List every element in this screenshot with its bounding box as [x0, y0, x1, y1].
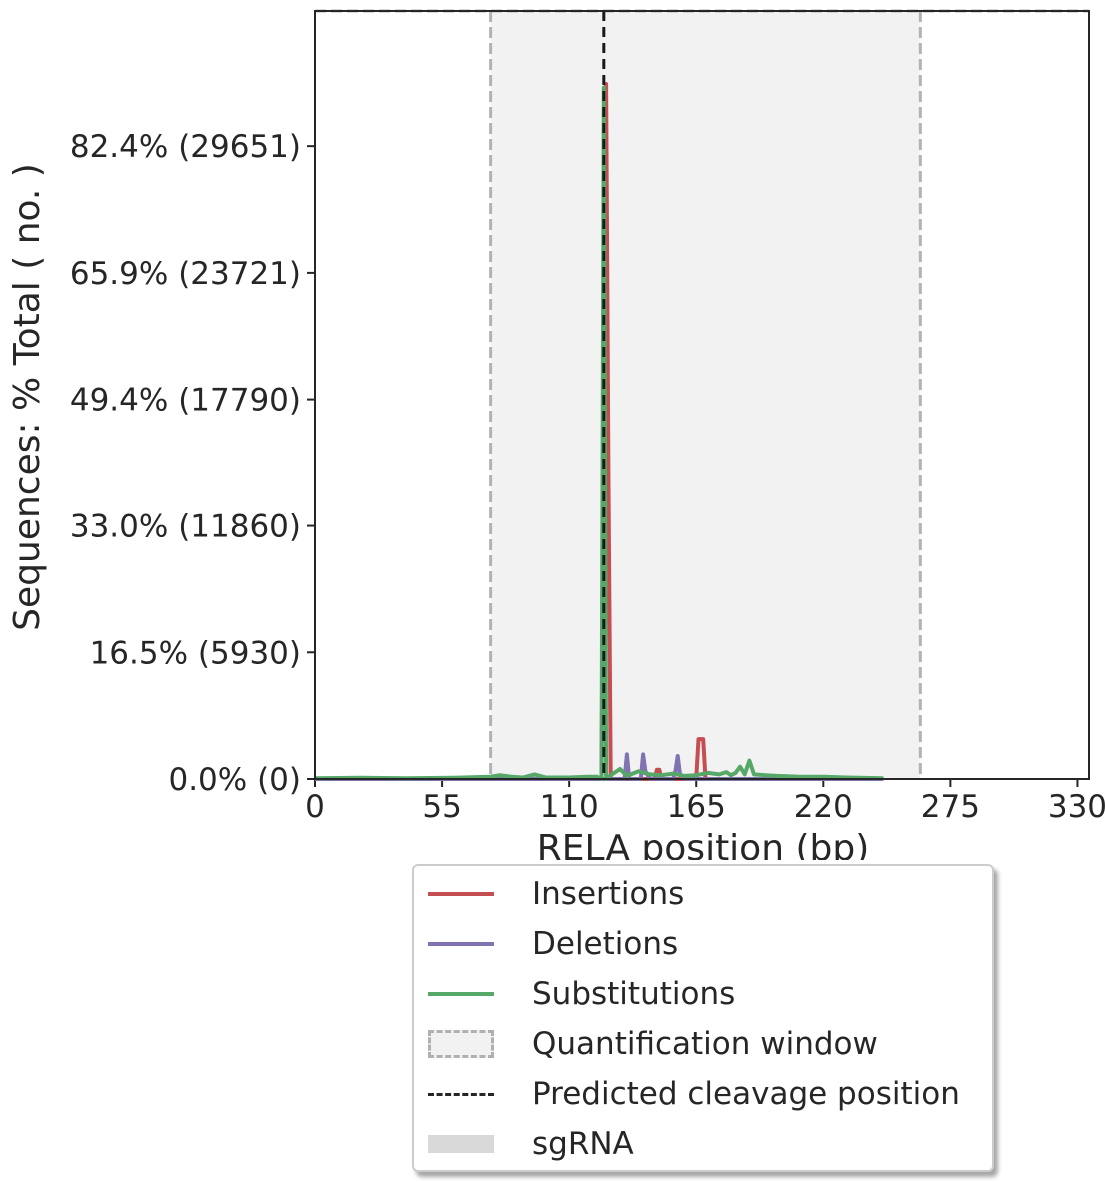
x-tick-label: 330	[1048, 789, 1105, 825]
legend-swatch	[426, 1124, 496, 1164]
y-tick-label: 16.5% (5930)	[90, 635, 301, 671]
x-tick-label: 275	[921, 789, 980, 825]
legend-label: Deletions	[532, 926, 679, 962]
legend-swatch	[426, 924, 496, 964]
x-tick-label: 220	[794, 789, 853, 825]
legend-item: sgRNA	[426, 1124, 634, 1164]
legend-label: Insertions	[532, 876, 685, 912]
legend: Insertions Deletions Substitutions Quantifi…	[412, 864, 994, 1172]
legend-item: Predicted cleavage position	[426, 1074, 960, 1114]
legend-item: Quantification window	[426, 1024, 878, 1064]
legend-label: Quantification window	[532, 1026, 878, 1062]
plot-frame	[314, 10, 1090, 780]
x-tick-label: 165	[667, 789, 726, 825]
plot-area	[315, 9, 1089, 779]
y-tick-label: 65.9% (23721)	[70, 256, 301, 292]
legend-item: Insertions	[426, 874, 684, 914]
y-axis-label: Sequences: % Total ( no. )	[7, 163, 48, 631]
legend-swatch	[426, 1074, 496, 1114]
legend-swatch	[426, 974, 496, 1014]
x-tick-label: 0	[305, 789, 325, 825]
y-tick-label: 33.0% (11860)	[70, 509, 301, 545]
x-axis-label: RELA position (bp)	[537, 828, 870, 860]
chart: 0 55 110 165 220 275 330 0.0% (0) 16.5% (5930) 3…	[7, 9, 1105, 860]
legend-label: Predicted cleavage position	[532, 1076, 960, 1112]
y-axis: 0.0% (0) 16.5% (5930) 33.0% (11860) 49.4% (…	[70, 129, 315, 798]
y-tick-label: 49.4% (17790)	[70, 383, 301, 419]
x-tick-label: 110	[540, 789, 599, 825]
legend-label: Substitutions	[532, 976, 736, 1012]
quantification-window	[490, 11, 921, 779]
legend-item: Deletions	[426, 924, 678, 964]
y-tick-label: 82.4% (29651)	[70, 129, 301, 165]
y-tick-label: 0.0% (0)	[168, 762, 301, 798]
x-tick-label: 55	[422, 789, 461, 825]
x-axis: 0 55 110 165 220 275 330	[305, 779, 1105, 825]
legend-item: Substitutions	[426, 974, 735, 1014]
legend-swatch	[426, 1024, 496, 1064]
series-layer	[314, 11, 884, 781]
series-line-substitutions	[314, 85, 884, 781]
legend-label: sgRNA	[532, 1126, 634, 1162]
legend-swatch	[426, 874, 496, 914]
